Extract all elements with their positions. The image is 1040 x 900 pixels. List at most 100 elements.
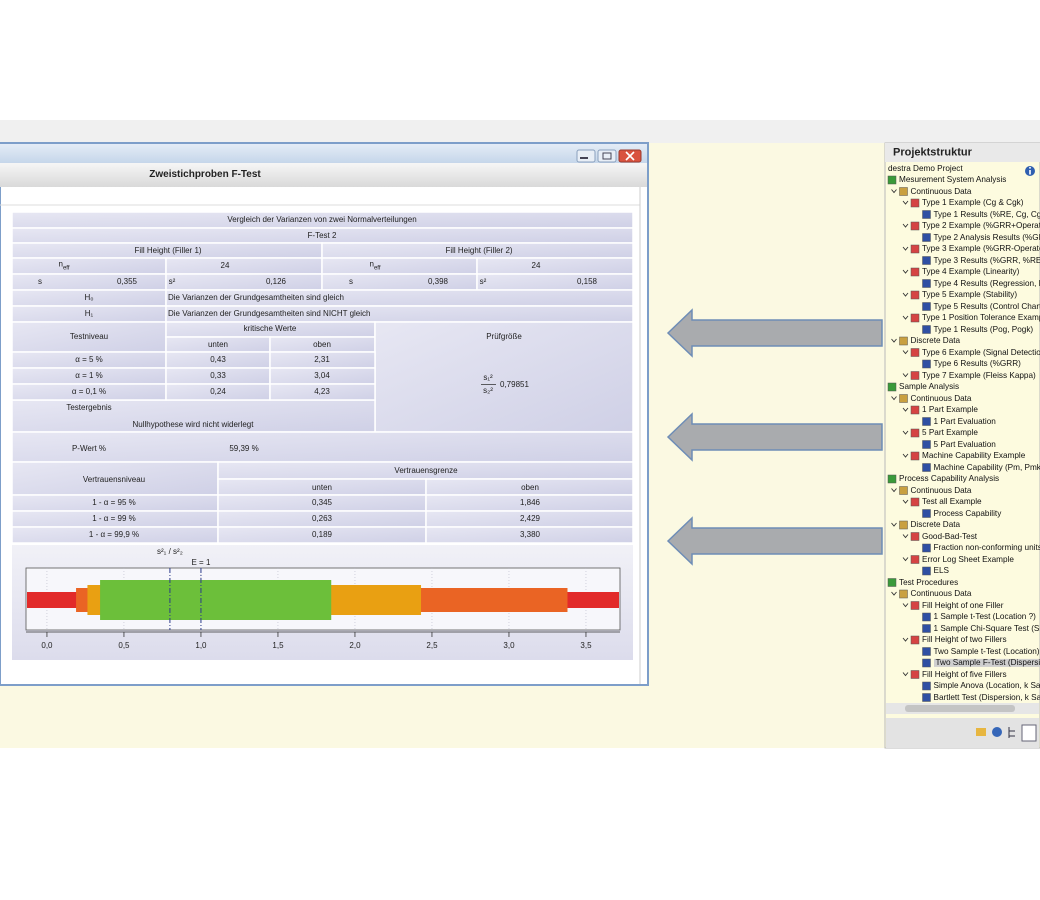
- panel-title: Projektstruktur: [893, 146, 972, 159]
- tree-icon: [910, 198, 920, 208]
- tree-item[interactable]: Type 2 Example (%GRR+Operator): [922, 220, 1040, 230]
- tree-icon: [922, 233, 931, 242]
- tree-item[interactable]: Fill Height of two Fillers: [922, 634, 1007, 644]
- tree-item[interactable]: Sample Analysis: [899, 381, 960, 391]
- tree-item[interactable]: Machine Capability Example: [922, 450, 1026, 460]
- s2-value: 0,126: [265, 277, 287, 286]
- tree-icon: [922, 440, 931, 449]
- arrows: [666, 308, 883, 566]
- tree-root[interactable]: destra Demo Project: [888, 163, 963, 173]
- minimize-button[interactable]: [576, 149, 596, 163]
- tree-item[interactable]: Continuous Data: [910, 485, 972, 495]
- tree-item[interactable]: Good-Bad-Test: [922, 531, 978, 541]
- expander: [902, 315, 909, 320]
- interval-band: [100, 580, 332, 620]
- confidence-label: 1 - α = 99,9 %: [88, 530, 140, 539]
- tree-item[interactable]: Type 7 Example (Fleiss Kappa): [922, 370, 1036, 380]
- tree-item[interactable]: Test Procedures: [899, 577, 959, 587]
- n-value: 24: [220, 261, 230, 270]
- tree-item[interactable]: Two Sample F-Test (Dispersion): [933, 658, 1040, 668]
- tree-item[interactable]: 1 Sample Chi-Square Test (Sigma): [933, 623, 1040, 633]
- tree-icon: [922, 463, 931, 472]
- expander: [902, 453, 909, 458]
- tree-item[interactable]: Fill Height of one Filler: [922, 600, 1004, 610]
- tree-item[interactable]: ELS: [933, 565, 949, 575]
- s2-label: s²: [479, 277, 487, 286]
- tree-item[interactable]: Bartlett Test (Dispersion, k Sample): [933, 692, 1040, 702]
- x-tick-label: 1,5: [272, 641, 284, 650]
- table-cell: [321, 273, 478, 291]
- maximize-button[interactable]: [597, 149, 617, 163]
- tree-item[interactable]: Discrete Data: [910, 519, 961, 529]
- tree-item[interactable]: Error Log Sheet Example: [922, 554, 1014, 564]
- table-subheading: F-Test 2: [307, 231, 337, 240]
- tree-item[interactable]: Simple Anova (Location, k Sample): [933, 680, 1040, 690]
- group-name: Fill Height (Filler 2): [445, 246, 513, 255]
- tree-item[interactable]: Type 1 Position Tolerance Example: [922, 312, 1040, 322]
- tree-item[interactable]: Type 1 Example (Cg & Cgk): [922, 197, 1024, 207]
- tree-item[interactable]: 5 Part Example: [922, 427, 978, 437]
- tree-item[interactable]: Continuous Data: [910, 186, 972, 196]
- tree-icons: [887, 175, 931, 702]
- limit-upper: 2,429: [519, 514, 541, 523]
- tree-item[interactable]: Type 5 Example (Stability): [922, 289, 1018, 299]
- expander: [891, 338, 897, 343]
- tree-item[interactable]: 1 Part Evaluation: [933, 416, 996, 426]
- toolbar-icon[interactable]: [1008, 727, 1015, 738]
- table-cell: [165, 257, 323, 275]
- s2-label: s²: [168, 277, 176, 286]
- scroll-thumb[interactable]: [905, 705, 1015, 712]
- tree-item[interactable]: 1 Sample t-Test (Location ?): [933, 611, 1036, 621]
- tree-item[interactable]: Test all Example: [922, 496, 982, 506]
- title-bar: [0, 144, 647, 163]
- expander: [902, 407, 909, 412]
- tree-icon: [922, 210, 931, 219]
- tree-item[interactable]: 5 Part Evaluation: [933, 439, 996, 449]
- arrow: [666, 308, 883, 358]
- tree-item[interactable]: Type 1 Results (%RE, Cg, Cgk): [933, 209, 1040, 219]
- tree-item[interactable]: Type 4 Example (Linearity): [922, 266, 1020, 276]
- toolbar-icon[interactable]: [992, 727, 1002, 737]
- tree-item[interactable]: Fill Height of five Fillers: [922, 669, 1007, 679]
- toolbar-icon[interactable]: [976, 728, 986, 736]
- expander: [902, 373, 909, 378]
- x-tick-label: 2,0: [349, 641, 361, 650]
- table-cell: [11, 399, 376, 433]
- top-strip: [0, 120, 1040, 143]
- tree-item[interactable]: 1 Part Example: [922, 404, 978, 414]
- tree-item[interactable]: Type 1 Results (Pog, Pogk): [933, 324, 1034, 334]
- tree-icon: [922, 509, 931, 518]
- tree-item[interactable]: Continuous Data: [910, 588, 972, 598]
- tree-item[interactable]: Two Sample t-Test (Location): [933, 646, 1040, 656]
- s-value: 0,355: [116, 277, 138, 286]
- table-cell: [11, 321, 167, 353]
- tree-item[interactable]: Discrete Data: [910, 335, 961, 345]
- tree-icon: [910, 267, 920, 277]
- p-value: 59,39 %: [229, 444, 259, 453]
- tree-item[interactable]: Mesurement System Analysis: [899, 174, 1007, 184]
- tree-item[interactable]: Type 6 Results (%GRR): [933, 358, 1021, 368]
- toolbar-icon[interactable]: [1021, 724, 1037, 742]
- tree-item[interactable]: Process Capability: [933, 508, 1002, 518]
- column-header: oben: [313, 340, 331, 349]
- level-label: α = 0,1 %: [71, 387, 107, 396]
- s-label: s: [349, 277, 353, 286]
- tree-item[interactable]: Type 4 Results (Regression, Bias): [933, 278, 1040, 288]
- tree-item[interactable]: Fraction non-conforming units: [933, 542, 1040, 552]
- tree-item[interactable]: Type 2 Analysis Results (%GRR): [933, 232, 1040, 242]
- tree-item[interactable]: Type 5 Results (Control Chart): [933, 301, 1040, 311]
- n-label-sub: eff: [373, 265, 381, 272]
- tree-icon: [922, 256, 931, 265]
- tree-item[interactable]: Process Capability Analysis: [899, 473, 1000, 483]
- tree-item[interactable]: Machine Capability (Pm, Pmk): [933, 462, 1040, 472]
- limit-upper: 1,846: [519, 498, 541, 507]
- tree-item[interactable]: Type 6 Example (Signal Detection): [922, 347, 1040, 357]
- expander: [902, 499, 909, 504]
- tree-item[interactable]: Type 3 Results (%GRR, %RE]): [933, 255, 1040, 265]
- tree-item[interactable]: Continuous Data: [910, 393, 972, 403]
- tree-item[interactable]: Type 3 Example (%GRR-Operator): [922, 243, 1040, 253]
- tree-icon: [910, 635, 920, 645]
- tree-icon: [910, 555, 920, 564]
